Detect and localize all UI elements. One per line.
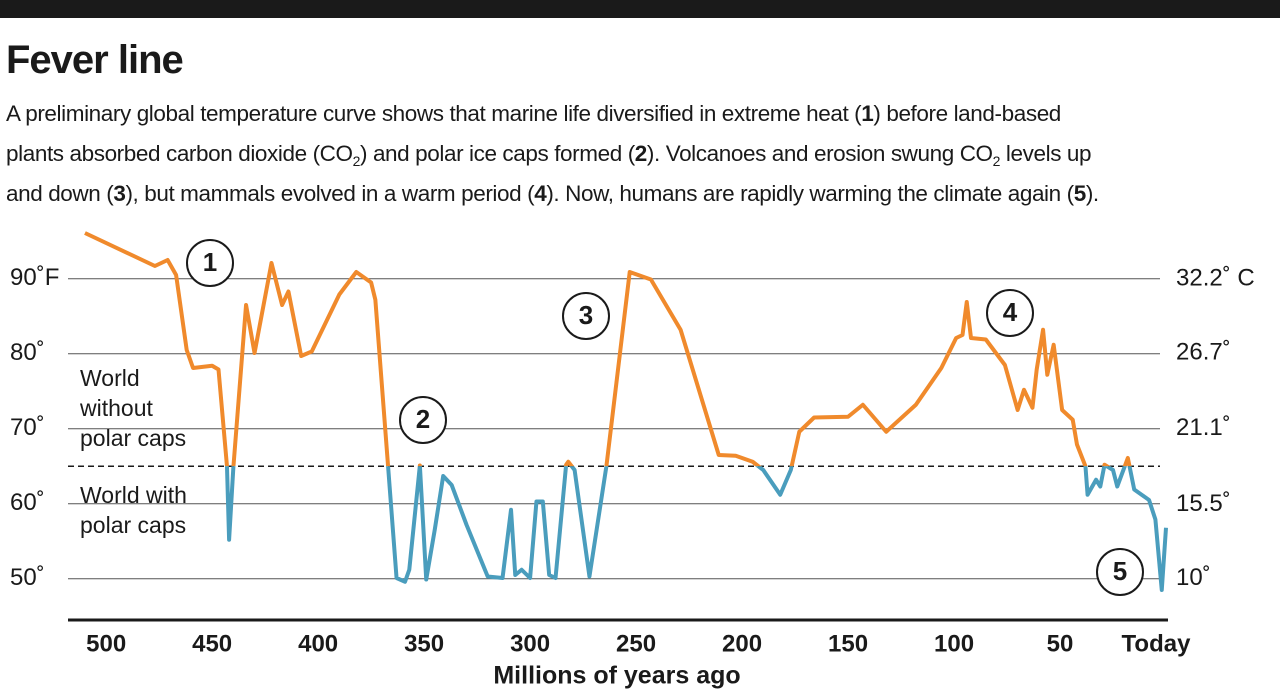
- subtitle-text: ). Now, humans are rapidly warming the c…: [546, 181, 1074, 206]
- x-tick-label: 150: [828, 630, 868, 657]
- subtitle-text: ). Volcanoes and erosion swung CO: [646, 141, 993, 166]
- x-tick-label: Today: [1122, 630, 1192, 657]
- region-label: World: [80, 365, 140, 391]
- subtitle-text: ) before land-based: [873, 101, 1061, 126]
- annotation-circle: [562, 292, 610, 340]
- top-bar: [0, 0, 1280, 18]
- subtitle-text: A preliminary global temperature curve s…: [6, 101, 862, 126]
- subtitle-number: 2: [634, 141, 648, 166]
- temperature-line-cold: [224, 466, 1168, 592]
- subtitle-text: plants absorbed carbon dioxide (CO: [6, 141, 353, 166]
- subtitle-subscript: 2: [992, 153, 1001, 169]
- y-tick-label: 60˚: [10, 489, 45, 516]
- annotation-circle: [986, 289, 1034, 337]
- y-tick-label: 80˚: [10, 339, 45, 366]
- subtitle-number: 1: [861, 101, 874, 126]
- annotation-number: 1: [203, 247, 217, 277]
- y2-tick-label: 26.7˚: [1176, 339, 1231, 366]
- x-tick-label: 200: [722, 630, 762, 657]
- subtitle-text: levels up: [1000, 141, 1092, 166]
- x-tick-label: 50: [1047, 630, 1074, 657]
- y2-tick-label: 21.1˚: [1176, 414, 1231, 441]
- x-tick-label: 300: [510, 630, 550, 657]
- annotation-circle: [186, 239, 234, 287]
- y-tick-label: 50˚: [10, 564, 45, 591]
- x-tick-label: 450: [192, 630, 232, 657]
- x-axis-label: Millions of years ago: [493, 662, 740, 690]
- chart-title: Fever line: [6, 38, 184, 82]
- x-tick-label: 400: [298, 630, 338, 657]
- annotation-circle: [399, 396, 447, 444]
- x-tick-label: 250: [616, 630, 656, 657]
- subtitle-number: 4: [534, 181, 547, 206]
- y-tick-label: 90˚F: [10, 264, 59, 291]
- x-tick-label: 500: [86, 630, 126, 657]
- region-label: polar caps: [80, 425, 186, 451]
- x-tick-label: 350: [404, 630, 444, 657]
- chart-subtitle: A preliminary global temperature curve s…: [6, 94, 1099, 214]
- annotation-number: 2: [416, 404, 430, 434]
- temperature-line-warm: [84, 231, 1132, 467]
- y2-tick-label: 15.5˚: [1176, 490, 1231, 517]
- y-tick-label: 70˚: [10, 414, 45, 441]
- x-tick-label: 100: [934, 630, 974, 657]
- subtitle-subscript: 2: [352, 153, 361, 169]
- region-label: polar caps: [80, 512, 186, 538]
- y2-tick-label: 32.2˚ C: [1176, 264, 1255, 291]
- subtitle-text: ) and polar ice caps formed (: [360, 141, 635, 166]
- subtitle-text: ), but mammals evolved in a warm period …: [125, 181, 535, 206]
- subtitle-text: ).: [1085, 181, 1099, 206]
- subtitle-number: 5: [1073, 181, 1087, 206]
- subtitle-text: and down (: [6, 181, 114, 206]
- annotation-number: 4: [1003, 297, 1018, 327]
- region-label: without: [79, 395, 153, 421]
- region-label: World with: [80, 482, 187, 508]
- subtitle-number: 3: [113, 181, 126, 206]
- annotation-number: 5: [1113, 556, 1127, 586]
- y2-tick-label: 10˚: [1176, 564, 1211, 591]
- annotation-circle: [1096, 548, 1144, 596]
- annotation-number: 3: [579, 300, 593, 330]
